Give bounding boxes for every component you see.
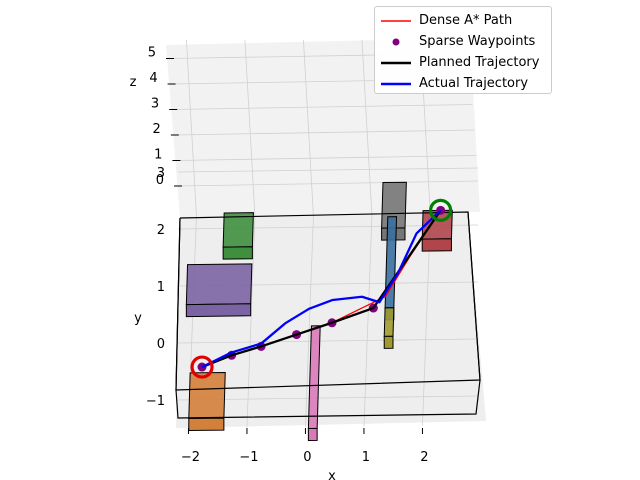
- obstacle-olive-pole-front: [383, 335, 394, 349]
- legend-item-planned: Planned Trajectory: [375, 53, 551, 73]
- x-tick-label: 1: [362, 450, 370, 465]
- legend-line-black: [381, 61, 411, 65]
- legend-item-actual: Actual Trajectory: [375, 74, 551, 94]
- legend-line-blue: [381, 82, 411, 86]
- frame-edge: [467, 211, 481, 381]
- grid-line: [177, 338, 479, 344]
- legend-item-dense-path: Dense A* Path: [375, 11, 551, 31]
- y-tick-label: 0: [157, 337, 165, 352]
- y-tick-label: 3: [157, 166, 165, 181]
- obstacle-red-box-front: [421, 238, 452, 252]
- series-line-2: [201, 209, 442, 369]
- grid-line: [177, 167, 479, 173]
- grid-line: [363, 215, 373, 427]
- goal-marker: [429, 198, 453, 222]
- z-tick-label: 5: [148, 46, 156, 61]
- x-tick-label: 2: [420, 450, 428, 465]
- legend-label: Dense A* Path: [419, 13, 513, 28]
- z-axis-label: z: [130, 75, 137, 90]
- grid-line: [177, 395, 479, 401]
- z-tick-label: 0: [156, 173, 164, 188]
- grid-line: [177, 180, 479, 187]
- obstacle-green-box-top: [222, 212, 254, 248]
- frame-edge: [175, 217, 181, 391]
- grid-line: [303, 39, 314, 217]
- obstacle-orange-box-front: [188, 417, 225, 432]
- legend-marker-purple: [392, 38, 400, 46]
- legend-line-red: [381, 20, 411, 22]
- grid-line: [246, 215, 256, 428]
- x-tick-label: −2: [181, 450, 200, 465]
- obstacle-orange-box-top: [188, 371, 226, 420]
- obstacle-pink-pole-front: [307, 427, 318, 441]
- z-tick-label: 1: [154, 148, 162, 163]
- grid-line: [305, 215, 314, 427]
- y-tick-label: 2: [157, 223, 165, 238]
- grid-line: [176, 155, 477, 161]
- legend-item-waypoints: Sparse Waypoints: [375, 32, 551, 52]
- obstacle-olive-pole-top: [383, 307, 395, 337]
- grid-line: [174, 129, 475, 136]
- x-tick-label: −1: [239, 450, 258, 465]
- frame-bottom: [175, 379, 481, 419]
- legend-label: Planned Trajectory: [419, 55, 540, 70]
- grid-line: [244, 39, 256, 217]
- legend-label: Sparse Waypoints: [419, 34, 536, 49]
- obstacle-purple-box-front: [185, 303, 252, 318]
- grid-line: [186, 39, 197, 217]
- legend: Dense A* Path Sparse Waypoints Planned T…: [374, 6, 552, 94]
- grid-line: [361, 39, 373, 217]
- z-tick-label: 4: [149, 71, 157, 86]
- z-tick-label: 2: [153, 122, 161, 137]
- z-tick-label: 3: [151, 97, 159, 112]
- start-marker: [190, 355, 214, 379]
- y-tick-label: 1: [157, 280, 165, 295]
- y-axis-label: y: [134, 311, 142, 326]
- y-tick-label: −1: [146, 394, 165, 409]
- grid-line: [173, 104, 473, 110]
- obstacle-purple-box-top: [185, 263, 253, 306]
- x-tick-label: 0: [303, 450, 311, 465]
- series-line-3: [201, 209, 442, 369]
- x-axis-label: x: [328, 469, 336, 480]
- legend-label: Actual Trajectory: [419, 76, 529, 91]
- obstacle-green-box-front: [222, 246, 253, 260]
